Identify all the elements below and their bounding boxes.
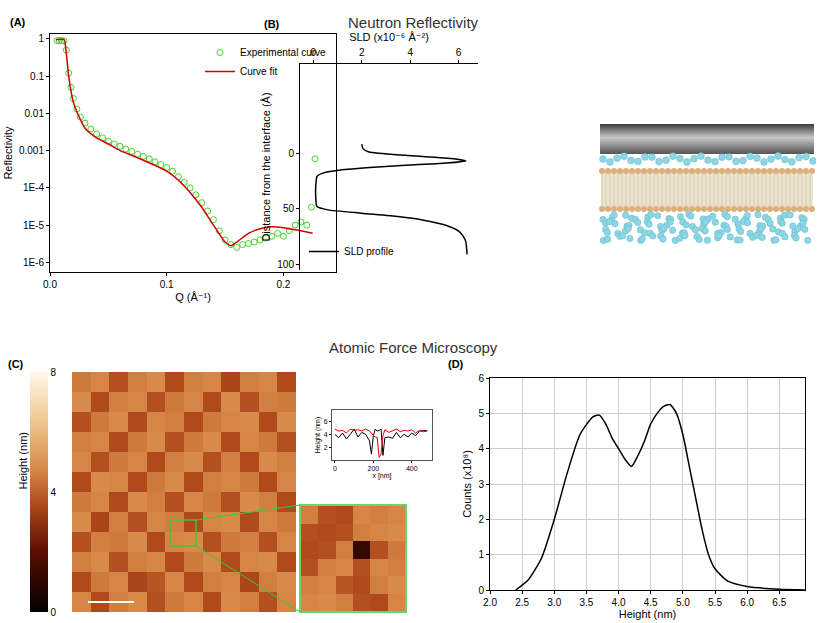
svg-text:(C): (C) — [8, 358, 24, 370]
svg-text:(A): (A) — [10, 16, 26, 28]
svg-text:1: 1 — [478, 549, 484, 560]
svg-text:4: 4 — [407, 47, 413, 58]
svg-text:4.0: 4.0 — [612, 597, 626, 608]
svg-text:3: 3 — [478, 479, 484, 490]
svg-text:(B): (B) — [264, 18, 280, 30]
svg-text:1: 1 — [38, 33, 44, 44]
svg-text:2.0: 2.0 — [483, 597, 497, 608]
svg-text:2: 2 — [324, 444, 328, 451]
svg-text:0: 0 — [51, 607, 57, 618]
svg-text:Height (nm): Height (nm) — [619, 608, 676, 620]
svg-text:SLD (x10⁻⁶ Å⁻²): SLD (x10⁻⁶ Å⁻²) — [349, 31, 429, 43]
svg-text:Atomic Force Microscopy: Atomic Force Microscopy — [329, 339, 498, 356]
svg-text:6: 6 — [478, 373, 484, 384]
svg-text:4: 4 — [478, 443, 484, 454]
svg-text:4: 4 — [324, 431, 328, 438]
svg-text:50: 50 — [283, 203, 295, 214]
svg-text:2: 2 — [478, 514, 484, 525]
svg-text:0: 0 — [333, 465, 337, 472]
svg-text:200: 200 — [368, 465, 380, 472]
svg-text:3.0: 3.0 — [547, 597, 561, 608]
svg-text:Height (nm): Height (nm) — [314, 417, 322, 454]
svg-text:0.2: 0.2 — [277, 279, 291, 290]
svg-text:1E-5: 1E-5 — [23, 220, 45, 231]
svg-text:6.5: 6.5 — [772, 597, 786, 608]
svg-text:400: 400 — [406, 465, 418, 472]
svg-text:0.1: 0.1 — [30, 71, 44, 82]
svg-text:6.0: 6.0 — [740, 597, 754, 608]
svg-text:Neutron Reflectivity: Neutron Reflectivity — [348, 14, 479, 31]
svg-text:0.001: 0.001 — [19, 145, 44, 156]
svg-text:1E-6: 1E-6 — [23, 257, 45, 268]
svg-text:SLD profile: SLD profile — [344, 246, 394, 257]
svg-text:4: 4 — [51, 487, 57, 498]
svg-text:0.1: 0.1 — [160, 279, 174, 290]
svg-text:3.5: 3.5 — [579, 597, 593, 608]
svg-text:Distance from the interface (Å: Distance from the interface (Å) — [260, 92, 272, 241]
svg-text:100: 100 — [277, 259, 294, 270]
svg-text:Experimental curve: Experimental curve — [240, 47, 326, 58]
svg-text:4.5: 4.5 — [644, 597, 658, 608]
svg-text:6: 6 — [324, 418, 328, 425]
svg-text:1E-4: 1E-4 — [23, 182, 45, 193]
svg-text:Q (Å⁻¹): Q (Å⁻¹) — [175, 291, 211, 303]
svg-text:0.01: 0.01 — [25, 108, 45, 119]
svg-text:5.5: 5.5 — [708, 597, 722, 608]
svg-text:Counts (x10⁸): Counts (x10⁸) — [461, 450, 473, 518]
svg-text:5.0: 5.0 — [676, 597, 690, 608]
svg-text:Height (nm): Height (nm) — [17, 432, 29, 489]
svg-text:0: 0 — [288, 148, 294, 159]
svg-text:2.5: 2.5 — [515, 597, 529, 608]
svg-text:0.0: 0.0 — [43, 279, 57, 290]
svg-text:x [nm]: x [nm] — [372, 472, 391, 480]
svg-text:8: 8 — [51, 367, 57, 378]
svg-text:Curve fit: Curve fit — [240, 66, 277, 77]
svg-text:(D): (D) — [448, 358, 464, 370]
svg-text:Reflectivity: Reflectivity — [2, 126, 14, 180]
svg-text:5: 5 — [478, 408, 484, 419]
svg-text:6: 6 — [456, 47, 462, 58]
svg-text:2: 2 — [359, 47, 365, 58]
svg-text:0: 0 — [478, 585, 484, 596]
